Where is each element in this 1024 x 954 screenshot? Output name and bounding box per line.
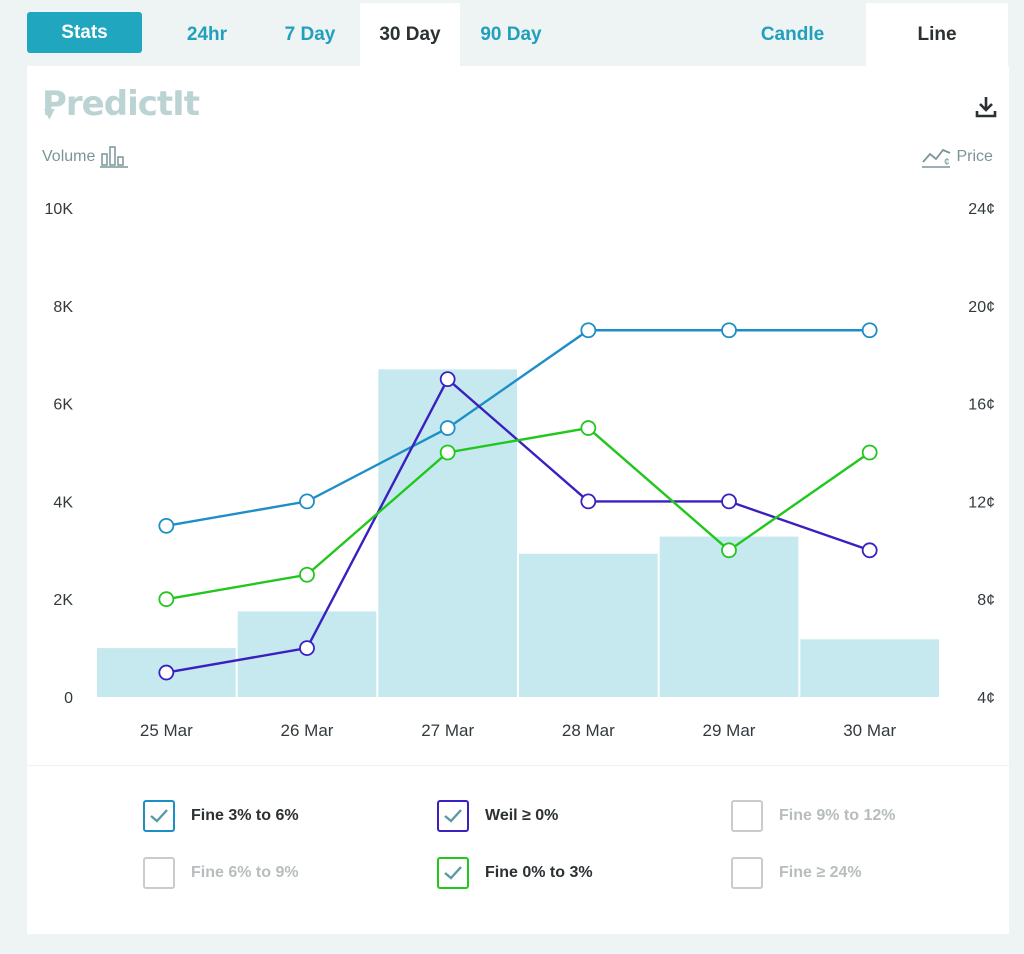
price-tick-label: 12¢ [968, 494, 995, 511]
x-tick-label: 29 Mar [703, 721, 756, 740]
volume-tick-label: 0 [64, 690, 73, 707]
legend-label: Fine 0% to 3% [485, 864, 593, 881]
volume-tick-label: 10K [45, 201, 74, 218]
legend-item-fine-9-to-12[interactable]: Fine 9% to 12% [731, 800, 895, 832]
predictit-logo: PredictIt ▼ [42, 84, 200, 124]
series-point-fine-0-to-3 [299, 566, 315, 583]
series-point-weil-0 [299, 640, 315, 656]
series-line-fine-3-to-6 [166, 329, 870, 528]
legend-checkbox[interactable] [143, 857, 175, 889]
legend-checkbox[interactable] [731, 857, 763, 889]
series-point-weil-0 [439, 371, 456, 388]
legend-label: Fine ≥ 24% [779, 864, 862, 881]
volume-bar-30-mar [800, 639, 939, 697]
price-axis-title: ¢ Price [922, 145, 993, 169]
series-point-fine-0-to-3 [158, 591, 175, 608]
legend-label: Fine 3% to 6% [191, 807, 299, 824]
legend-item-fine-24[interactable]: Fine ≥ 24% [731, 857, 862, 889]
series-point-fine-0-to-3 [580, 420, 597, 436]
volume-tick-label: 4K [53, 494, 73, 511]
legend-label: Fine 6% to 9% [191, 864, 299, 881]
series-point-fine-3-to-6 [580, 322, 597, 339]
price-axis-label: Price [956, 148, 993, 165]
x-tick-label: 26 Mar [281, 721, 334, 740]
legend-item-fine-3-to-6[interactable]: Fine 3% to 6% [143, 800, 299, 832]
tab-line[interactable]: Line [866, 3, 1008, 66]
legend-item-fine-6-to-9[interactable]: Fine 6% to 9% [143, 857, 299, 889]
volume-tick-label: 8K [53, 299, 73, 316]
series-point-fine-0-to-3 [721, 542, 737, 559]
series-point-weil-0 [158, 664, 175, 681]
price-tick-label: 8¢ [977, 592, 995, 609]
series-point-weil-0 [861, 542, 878, 559]
legend-checkbox[interactable] [731, 800, 763, 832]
volume-axis-title: Volume [42, 145, 130, 169]
checkmark-icon [150, 809, 168, 823]
tab-30-day[interactable]: 30 Day [360, 3, 460, 66]
legend-checkbox[interactable] [143, 800, 175, 832]
series-point-fine-3-to-6 [861, 322, 878, 339]
legend-item-weil-0[interactable]: Weil ≥ 0% [437, 800, 558, 832]
volume-bar-27-mar [378, 369, 517, 697]
tab-90-day[interactable]: 90 Day [480, 23, 542, 45]
price-tick-label: 20¢ [968, 299, 995, 316]
series-point-weil-0 [580, 493, 597, 510]
tab-candle[interactable]: Candle [760, 23, 825, 45]
logo-arrow-icon: ▼ [44, 106, 55, 122]
price-line-icon: ¢ [922, 148, 951, 168]
series-point-fine-3-to-6 [439, 420, 456, 436]
series-legend [27, 765, 1009, 934]
checkmark-icon [444, 866, 462, 880]
series-point-fine-0-to-3 [439, 444, 456, 461]
legend-checkbox[interactable] [437, 800, 469, 832]
series-point-fine-3-to-6 [721, 322, 737, 339]
legend-label: Fine 9% to 12% [779, 807, 896, 824]
x-tick-label: 25 Mar [140, 721, 193, 740]
series-line-fine-0-to-3 [166, 426, 871, 601]
price-tick-label: 16¢ [968, 397, 995, 414]
tab-24hr[interactable]: 24hr [186, 23, 228, 45]
legend-label: Weil ≥ 0% [485, 807, 559, 824]
series-point-weil-0 [721, 493, 737, 510]
series-point-fine-3-to-6 [299, 493, 315, 510]
price-tick-label: 4¢ [977, 690, 995, 707]
volume-bar-29-mar [659, 536, 799, 697]
volume-bar-28-mar [519, 553, 658, 697]
series-point-fine-0-to-3 [861, 444, 878, 461]
x-tick-label: 27 Mar [421, 721, 474, 740]
legend-item-fine-0-to-3[interactable]: Fine 0% to 3% [437, 857, 593, 889]
price-volume-chart: 0 2K 4K 6K 8K 10K 4¢ 8¢ 12¢ 16¢ 20¢ 24¢ 25 Mar 26 Mar… [45, 201, 995, 740]
logo-text: PredictIt [42, 84, 200, 124]
range-tab-bar: Stats 24hr 7 Day 30 Day 90 Day Candle Li… [0, 0, 1024, 66]
price-tick-label: 24¢ [968, 201, 995, 218]
tab-7-day[interactable]: 7 Day [284, 23, 336, 45]
series-point-fine-3-to-6 [158, 517, 175, 534]
stats-button[interactable]: Stats [27, 12, 142, 53]
volume-tick-label: 2K [53, 592, 73, 609]
volume-tick-label: 6K [53, 397, 73, 414]
legend-checkbox[interactable] [437, 857, 469, 889]
checkmark-icon [444, 809, 462, 823]
x-tick-label: 28 Mar [562, 721, 615, 740]
volume-bars-icon [99, 146, 128, 168]
download-icon[interactable] [974, 94, 998, 120]
x-tick-label: 30 Mar [843, 721, 896, 740]
svg-text:¢: ¢ [944, 157, 950, 168]
volume-axis-label: Volume [42, 148, 96, 165]
